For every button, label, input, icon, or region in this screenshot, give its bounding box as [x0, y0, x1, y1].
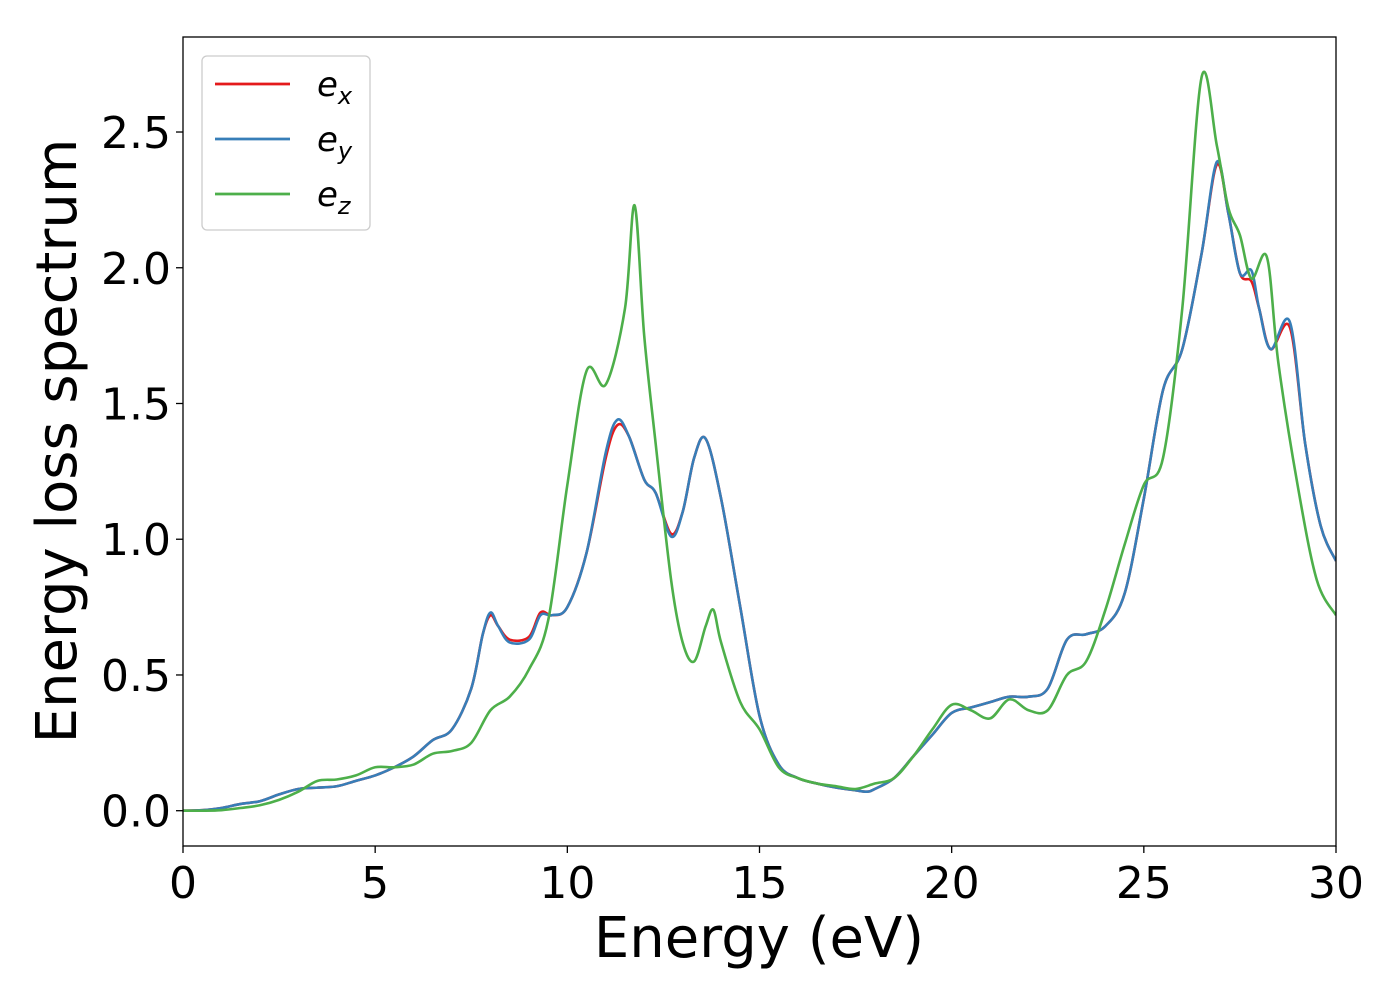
y-tick-label: 2.0: [101, 244, 171, 295]
series-layer: [183, 70, 1336, 813]
legend-label-y: ey: [317, 120, 353, 165]
y-axis-title: Energy loss spectrum: [25, 139, 90, 744]
x-tick-label: 10: [539, 858, 595, 909]
x-tick-label: 20: [924, 858, 980, 909]
legend-box: [201, 55, 371, 231]
series-line-e-z: [183, 70, 1336, 813]
x-tick-label: 30: [1308, 858, 1364, 909]
legend: ex ey ez: [201, 55, 371, 231]
x-axis: 0 5 10 15 20 25 30: [169, 846, 1364, 909]
y-tick-label: 2.5: [101, 108, 171, 159]
y-tick-label: 0.0: [101, 787, 171, 838]
y-tick-label: 1.5: [101, 379, 171, 430]
x-tick-label: 5: [361, 858, 389, 909]
legend-label-x: ex: [317, 65, 353, 110]
x-tick-label: 0: [169, 858, 197, 909]
y-axis: 0.0 0.5 1.0 1.5 2.0 2.5: [101, 108, 183, 838]
y-tick-label: 1.0: [101, 515, 171, 566]
y-tick-label: 0.5: [101, 651, 171, 702]
x-tick-label: 25: [1116, 858, 1172, 909]
legend-label-z: ez: [317, 175, 352, 220]
x-tick-label: 15: [732, 858, 788, 909]
x-axis-title: Energy (eV): [594, 906, 924, 971]
series-line-e-y: [183, 159, 1336, 813]
